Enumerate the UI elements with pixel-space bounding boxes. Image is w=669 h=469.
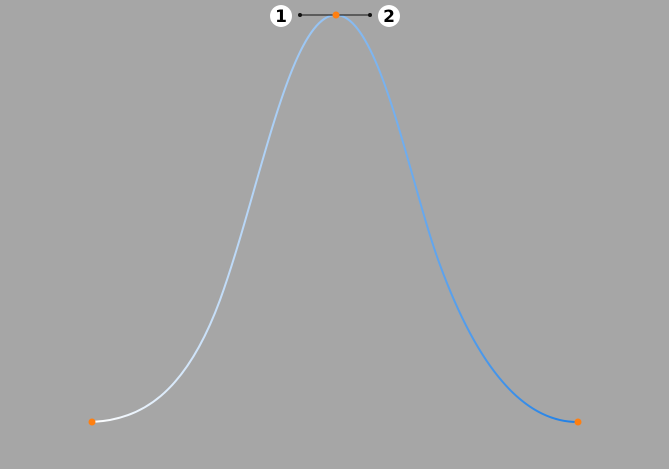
tangent-handle-right-end[interactable] (368, 13, 372, 17)
anchor-point-end[interactable] (574, 418, 582, 426)
handle-badge-2[interactable]: 2 (378, 5, 400, 27)
gradient-curve[interactable] (91, 13, 579, 423)
handle-badge-2-label: 2 (383, 7, 395, 27)
anchor-point-peak[interactable] (332, 11, 340, 19)
handle-badge-1[interactable]: 1 (270, 5, 292, 27)
handle-badge-1-circle (270, 5, 292, 27)
tangent-handle-left-end[interactable] (298, 13, 302, 17)
anchor-point-start[interactable] (88, 418, 96, 426)
handle-badge-1-label: 1 (275, 7, 287, 27)
handle-badge-2-circle (378, 5, 400, 27)
